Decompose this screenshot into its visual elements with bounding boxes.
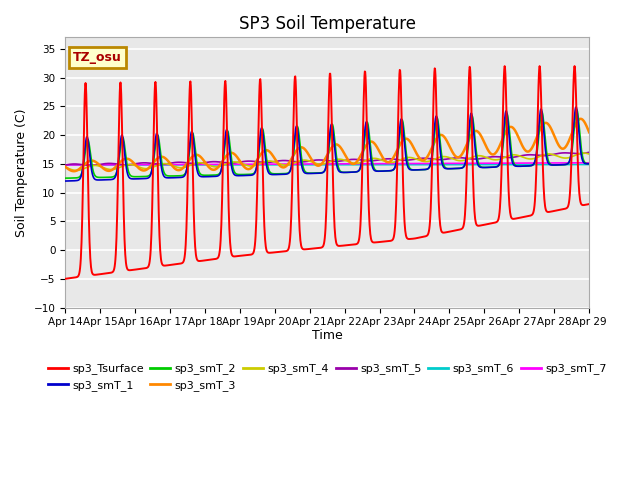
sp3_smT_2 — [237, 172, 244, 178]
Title: SP3 Soil Temperature: SP3 Soil Temperature — [239, 15, 415, 33]
sp3_smT_3 — [166, 159, 173, 165]
sp3_smT_4 — [61, 164, 69, 170]
Line: sp3_smT_1: sp3_smT_1 — [65, 107, 589, 181]
sp3_smT_3 — [577, 116, 584, 122]
sp3_smT_2 — [585, 161, 593, 167]
Y-axis label: Soil Temperature (C): Soil Temperature (C) — [15, 108, 28, 237]
sp3_smT_4 — [477, 153, 485, 159]
sp3_smT_4 — [178, 165, 186, 171]
sp3_smT_4 — [524, 156, 531, 161]
sp3_Tsurface — [477, 223, 484, 228]
sp3_smT_5 — [477, 156, 485, 161]
sp3_smT_1 — [236, 173, 244, 179]
sp3_smT_3 — [237, 159, 244, 165]
sp3_Tsurface — [61, 276, 69, 282]
sp3_smT_2 — [477, 164, 485, 170]
sp3_smT_1 — [408, 167, 416, 173]
X-axis label: Time: Time — [312, 329, 342, 342]
Line: sp3_Tsurface: sp3_Tsurface — [65, 66, 589, 279]
sp3_Tsurface — [523, 214, 531, 219]
sp3_Tsurface — [165, 262, 173, 268]
sp3_Tsurface — [585, 201, 593, 207]
sp3_smT_7 — [165, 162, 173, 168]
sp3_smT_2 — [409, 167, 417, 173]
sp3_smT_3 — [70, 168, 77, 174]
Line: sp3_smT_5: sp3_smT_5 — [65, 152, 589, 166]
sp3_smT_4 — [409, 155, 417, 161]
sp3_smT_2 — [61, 175, 69, 181]
sp3_smT_4 — [585, 151, 593, 157]
sp3_smT_5 — [178, 159, 186, 165]
sp3_smT_3 — [477, 133, 485, 139]
sp3_Tsurface — [571, 63, 579, 69]
sp3_smT_6 — [61, 162, 69, 168]
sp3_smT_1 — [585, 161, 593, 167]
Legend: sp3_Tsurface, sp3_smT_1, sp3_smT_2, sp3_smT_3, sp3_smT_4, sp3_smT_5, sp3_smT_6, : sp3_Tsurface, sp3_smT_1, sp3_smT_2, sp3_… — [44, 359, 611, 396]
sp3_smT_4 — [580, 150, 588, 156]
sp3_smT_7 — [61, 162, 69, 168]
Line: sp3_smT_7: sp3_smT_7 — [65, 163, 589, 165]
sp3_smT_6 — [585, 162, 593, 168]
sp3_smT_1 — [61, 178, 69, 184]
sp3_smT_4 — [166, 162, 173, 168]
Text: TZ_osu: TZ_osu — [73, 51, 122, 64]
sp3_smT_1 — [178, 174, 186, 180]
sp3_smT_6 — [236, 162, 244, 168]
sp3_smT_5 — [87, 163, 95, 168]
sp3_smT_2 — [62, 175, 70, 181]
sp3_smT_2 — [573, 107, 580, 113]
sp3_smT_5 — [237, 159, 244, 165]
sp3_smT_6 — [178, 162, 186, 168]
Line: sp3_smT_3: sp3_smT_3 — [65, 119, 589, 171]
sp3_smT_1 — [165, 175, 173, 180]
Line: sp3_smT_4: sp3_smT_4 — [65, 153, 589, 170]
sp3_smT_7 — [523, 160, 531, 166]
sp3_Tsurface — [178, 261, 186, 266]
sp3_smT_1 — [572, 104, 580, 110]
sp3_smT_2 — [524, 163, 531, 169]
sp3_smT_3 — [585, 129, 593, 135]
sp3_smT_3 — [409, 143, 417, 148]
sp3_smT_7 — [477, 160, 484, 166]
sp3_smT_1 — [523, 163, 531, 169]
sp3_smT_7 — [408, 161, 416, 167]
sp3_Tsurface — [236, 253, 244, 259]
sp3_Tsurface — [408, 236, 416, 241]
sp3_smT_6 — [165, 162, 173, 168]
sp3_smT_5 — [166, 160, 173, 166]
sp3_smT_6 — [408, 162, 416, 168]
sp3_smT_3 — [178, 166, 186, 172]
sp3_smT_5 — [524, 152, 531, 158]
sp3_smT_2 — [178, 173, 186, 179]
sp3_smT_5 — [585, 149, 593, 155]
sp3_smT_2 — [166, 173, 173, 179]
sp3_smT_1 — [477, 165, 484, 170]
sp3_smT_5 — [61, 162, 69, 168]
sp3_smT_4 — [237, 160, 244, 166]
sp3_smT_6 — [523, 162, 531, 168]
sp3_smT_3 — [524, 149, 531, 155]
Line: sp3_smT_2: sp3_smT_2 — [65, 110, 589, 178]
sp3_smT_7 — [585, 160, 593, 166]
sp3_smT_7 — [236, 161, 244, 167]
sp3_smT_5 — [409, 156, 417, 162]
sp3_smT_6 — [477, 162, 484, 168]
sp3_smT_4 — [72, 168, 80, 173]
sp3_smT_3 — [61, 164, 69, 169]
sp3_smT_7 — [178, 162, 186, 168]
